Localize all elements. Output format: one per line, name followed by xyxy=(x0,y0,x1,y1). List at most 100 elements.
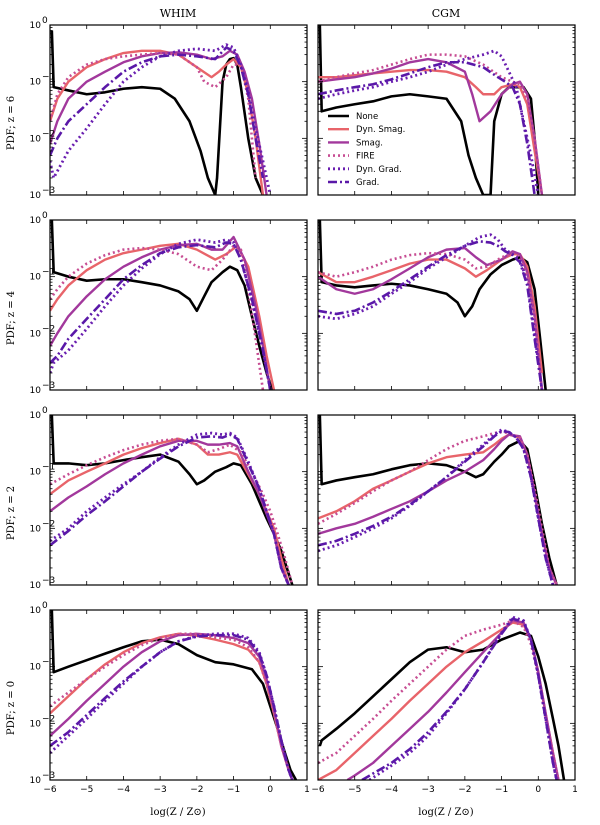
panel-cgm-z4-series xyxy=(318,220,547,390)
series-line-dyn-grad xyxy=(50,238,272,390)
series-line-fire xyxy=(318,251,544,390)
series-line-fire xyxy=(318,53,544,195)
panel-whim-z4-frame xyxy=(49,219,308,391)
series-line-fire xyxy=(50,51,257,179)
column-title-whim: WHIM xyxy=(160,7,197,20)
y-tick-exponent: −3 xyxy=(42,186,55,196)
series-line-dyn-smag xyxy=(50,632,294,780)
panel-whim-z0-frame xyxy=(49,609,308,781)
x-tick-label: −6 xyxy=(43,785,57,795)
series-line-grad xyxy=(318,429,555,585)
legend: None Dyn. Smag. Smag. FIRE Dyn. Grad. Grad. xyxy=(328,112,405,188)
legend-label-grad: Grad. xyxy=(356,178,379,188)
series-line-dyn-grad xyxy=(318,49,540,195)
y-tick-exponent: −3 xyxy=(42,771,55,781)
series-line-dyn-grad xyxy=(368,615,559,780)
x-tick-label: −5 xyxy=(80,785,93,795)
x-tick-label: 0 xyxy=(535,785,541,795)
y-tick-label: 10 xyxy=(30,21,42,31)
series-line-dyn-smag xyxy=(318,252,544,374)
x-tick-label: −2 xyxy=(458,785,471,795)
panel-whim-z0-series xyxy=(50,610,298,780)
y-tick-exponent: 0 xyxy=(42,211,48,221)
series-line-dyn-grad xyxy=(318,428,555,585)
series-line-dyn-smag xyxy=(318,433,558,585)
row-label-z0: PDF; z = 0 xyxy=(6,681,17,735)
y-tick-label: 10 xyxy=(30,329,42,339)
x-tick-label: −3 xyxy=(154,785,167,795)
y-tick-exponent: 0 xyxy=(42,601,48,611)
y-tick-exponent: 0 xyxy=(42,406,48,416)
y-tick-label: 10 xyxy=(30,134,42,144)
x-axis-label-whim: log(Z / Z⊙) xyxy=(150,807,206,818)
y-tick-exponent: −1 xyxy=(42,463,55,473)
series-line-grad xyxy=(50,633,294,780)
series-line-smag xyxy=(50,49,268,195)
y-tick-exponent: −3 xyxy=(42,381,55,391)
panel-cgm-z2 xyxy=(317,414,576,586)
x-tick-label: 0 xyxy=(267,785,273,795)
legend-label-fire: FIRE xyxy=(356,152,375,162)
y-tick-label: 10 xyxy=(30,411,42,421)
legend-label-none: None xyxy=(356,112,378,122)
y-tick-exponent: −1 xyxy=(42,658,55,668)
y-tick-label: 10 xyxy=(30,524,42,534)
series-line-dyn-grad xyxy=(50,431,290,585)
series-line-grad xyxy=(318,240,544,390)
series-line-none xyxy=(50,30,265,195)
legend-label-dyn-smag: Dyn. Smag. xyxy=(356,125,405,135)
y-tick-label: 10 xyxy=(30,386,42,396)
series-line-fire xyxy=(318,430,558,585)
series-line-fire xyxy=(50,437,294,585)
y-tick-label: 10 xyxy=(30,216,42,226)
panel-cgm-z6: None Dyn. Smag. Smag. FIRE Dyn. Grad. Grad. xyxy=(317,24,576,196)
panel-cgm-z6-frame xyxy=(317,24,576,196)
y-tick-label: 10 xyxy=(30,719,42,729)
x-tick-label: −5 xyxy=(348,785,361,795)
panel-cgm-z2-frame xyxy=(317,414,576,586)
panel-whim-z6-series xyxy=(50,30,272,195)
y-tick-exponent: −2 xyxy=(42,519,55,529)
series-line-dyn-smag xyxy=(50,242,276,390)
panel-cgm-z4-frame xyxy=(317,219,576,391)
x-tick-label: 1 xyxy=(304,785,310,795)
y-tick-label: 10 xyxy=(30,606,42,616)
series-line-none xyxy=(318,220,547,390)
series-line-grad xyxy=(50,241,272,390)
x-tick-label: −1 xyxy=(495,785,508,795)
y-tick-label: 10 xyxy=(30,776,42,786)
y-tick-exponent: −2 xyxy=(42,129,55,139)
panel-cgm-z0-series xyxy=(318,615,566,780)
legend-label-smag: Smag. xyxy=(356,138,383,148)
panel-whim-z0: 10−310−210−110 0−6 −5 −4 −3 −2 −1 0 1 xyxy=(30,601,310,795)
panel-cgm-z0-frame xyxy=(317,609,576,781)
series-line-grad xyxy=(50,433,290,585)
y-tick-label: 10 xyxy=(30,191,42,201)
series-line-dyn-smag xyxy=(50,49,265,195)
series-line-dyn-grad xyxy=(50,632,294,780)
series-line-grad xyxy=(318,60,536,195)
x-tick-label: −3 xyxy=(422,785,435,795)
row-label-z2: PDF; z = 2 xyxy=(6,486,17,540)
row-label-z6: PDF; z = 6 xyxy=(6,96,17,150)
series-line-smag xyxy=(318,57,544,195)
panel-cgm-z2-series xyxy=(318,415,558,585)
series-line-smag xyxy=(318,433,558,585)
x-tick-label: −2 xyxy=(190,785,203,795)
y-tick-label: 10 xyxy=(30,273,42,283)
x-tick-label: −4 xyxy=(117,785,131,795)
y-tick-exponent: 0 xyxy=(42,16,48,26)
panel-whim-z2-series xyxy=(50,415,294,585)
panel-cgm-z4 xyxy=(317,219,576,391)
x-tick-label: −6 xyxy=(311,785,325,795)
panel-cgm-z0: −6 −5 −4 −3 −2 −1 0 1 xyxy=(311,609,578,795)
series-line-smag xyxy=(318,246,544,390)
y-tick-exponent: −3 xyxy=(42,576,55,586)
series-line-none xyxy=(318,25,540,195)
panel-whim-z2-frame xyxy=(49,414,308,586)
series-line-none xyxy=(318,415,558,585)
y-tick-exponent: −2 xyxy=(42,714,55,724)
